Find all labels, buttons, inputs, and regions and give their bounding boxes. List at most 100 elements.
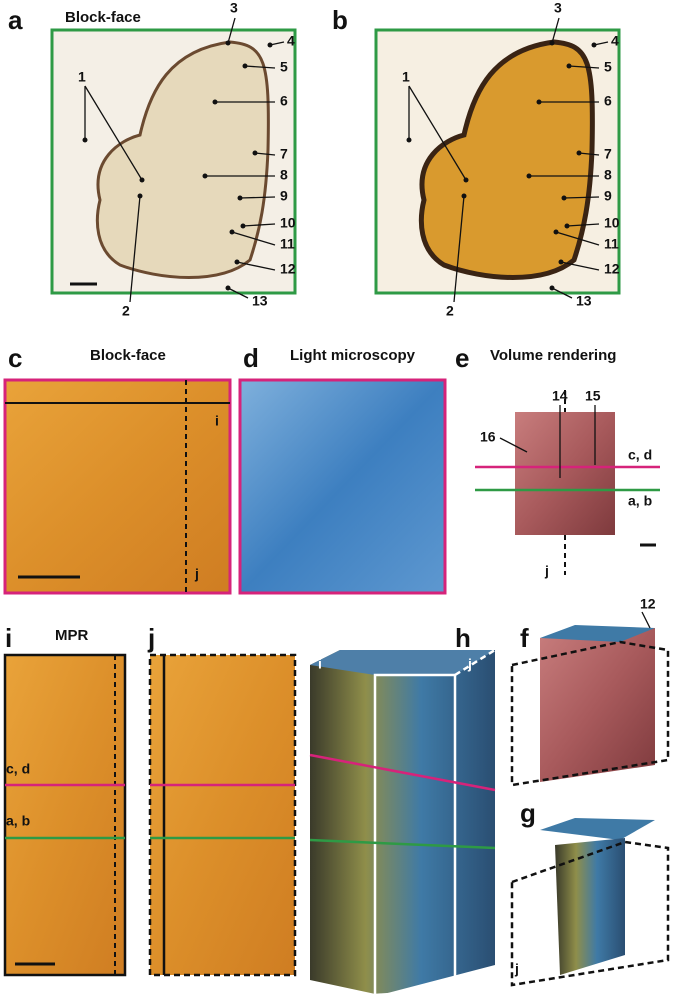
leader-line [231, 231, 276, 246]
label: i [215, 413, 219, 429]
leader-line [499, 437, 528, 453]
label: 1 [402, 69, 410, 85]
leader-dot [242, 63, 248, 69]
panel-c-image [3, 378, 232, 595]
leader-line [242, 223, 276, 227]
leader-line [551, 287, 573, 299]
label: 1 [78, 69, 86, 85]
label: 4 [611, 33, 619, 49]
label: 12 [640, 596, 656, 612]
panel-letter: j [147, 623, 155, 653]
label: 12 [280, 261, 296, 277]
tissue-b [418, 39, 595, 280]
panel-h-edge [373, 673, 457, 997]
label: a, b [628, 493, 652, 509]
panel-letter: c [8, 343, 22, 373]
label: 3 [230, 0, 238, 16]
leader-dot [576, 150, 582, 156]
label: 2 [122, 303, 130, 319]
label: 14 [552, 388, 568, 404]
panel-g-box [510, 840, 670, 987]
line-cd [309, 753, 496, 792]
panel-letter: i [5, 623, 12, 653]
leader-dot [461, 193, 467, 199]
panel-title: Block-face [90, 347, 166, 364]
panel-d-image [238, 378, 447, 595]
panel-f-top [540, 625, 655, 642]
leader-line [244, 65, 276, 69]
label: j [544, 563, 549, 579]
leader-dot [536, 99, 542, 105]
label: 11 [604, 236, 619, 252]
label: 5 [604, 59, 612, 75]
leader-dot [252, 150, 258, 156]
panel-f-box [510, 640, 670, 787]
panel-g-volume [555, 838, 625, 975]
leader-dot [564, 223, 570, 229]
leader-line [555, 231, 600, 246]
label: 8 [604, 167, 612, 183]
panel-j-image [148, 653, 297, 977]
panel-g-top [540, 818, 655, 840]
label: a, b [6, 813, 30, 829]
label: c, d [628, 447, 652, 463]
label: 13 [576, 293, 592, 309]
panel-letter: d [243, 343, 259, 373]
leader-line [560, 261, 600, 271]
label: 6 [604, 93, 612, 109]
leader-dot [526, 173, 532, 179]
label: 11 [280, 236, 295, 252]
leader-dot [202, 173, 208, 179]
leader-line [453, 195, 465, 303]
leader-dot [267, 42, 273, 48]
label: 3 [554, 0, 562, 16]
leader-dot [225, 285, 231, 291]
label: j [467, 656, 472, 672]
leader-line [566, 223, 600, 227]
label: c, d [6, 761, 30, 777]
line-ab [309, 838, 496, 850]
tissue-a [95, 40, 270, 279]
panel-letter: g [520, 798, 536, 828]
leader-line [227, 287, 249, 299]
panel-title: Volume rendering [490, 347, 616, 364]
panel-e-image [515, 412, 615, 535]
leader-line [236, 261, 276, 271]
leader-line [568, 65, 600, 69]
leader-dot [234, 259, 240, 265]
label: 7 [604, 146, 612, 162]
leader-line [641, 611, 651, 629]
leader-line [227, 17, 236, 44]
leader-line [84, 85, 143, 181]
label: 5 [280, 59, 288, 75]
leader-dot [137, 193, 143, 199]
label: 10 [604, 215, 620, 231]
label: 7 [280, 146, 288, 162]
leader-dot [561, 195, 567, 201]
leader-dot [591, 42, 597, 48]
leader-line [239, 196, 276, 199]
leader-dot [82, 137, 88, 143]
leader-dot [406, 137, 412, 143]
label: 4 [287, 33, 295, 49]
label: 16 [480, 429, 496, 445]
label: 9 [604, 188, 612, 204]
panel-i-image [3, 653, 127, 977]
panel-letter: e [455, 343, 469, 373]
panel-letter: f [520, 623, 529, 653]
leader-dot [549, 285, 555, 291]
panel-letter: a [8, 5, 23, 35]
label: 8 [280, 167, 288, 183]
label: 2 [446, 303, 454, 319]
label: j [514, 961, 519, 977]
panel-h-edge [454, 648, 496, 677]
leader-dot [240, 223, 246, 229]
leader-dot [463, 177, 469, 183]
leader-line [563, 196, 600, 199]
leader-dot [549, 40, 555, 46]
leader-line [408, 85, 467, 181]
panel-letter: h [455, 623, 471, 653]
label: 9 [280, 188, 288, 204]
panel-h-volume [310, 650, 495, 995]
leader-dot [139, 177, 145, 183]
